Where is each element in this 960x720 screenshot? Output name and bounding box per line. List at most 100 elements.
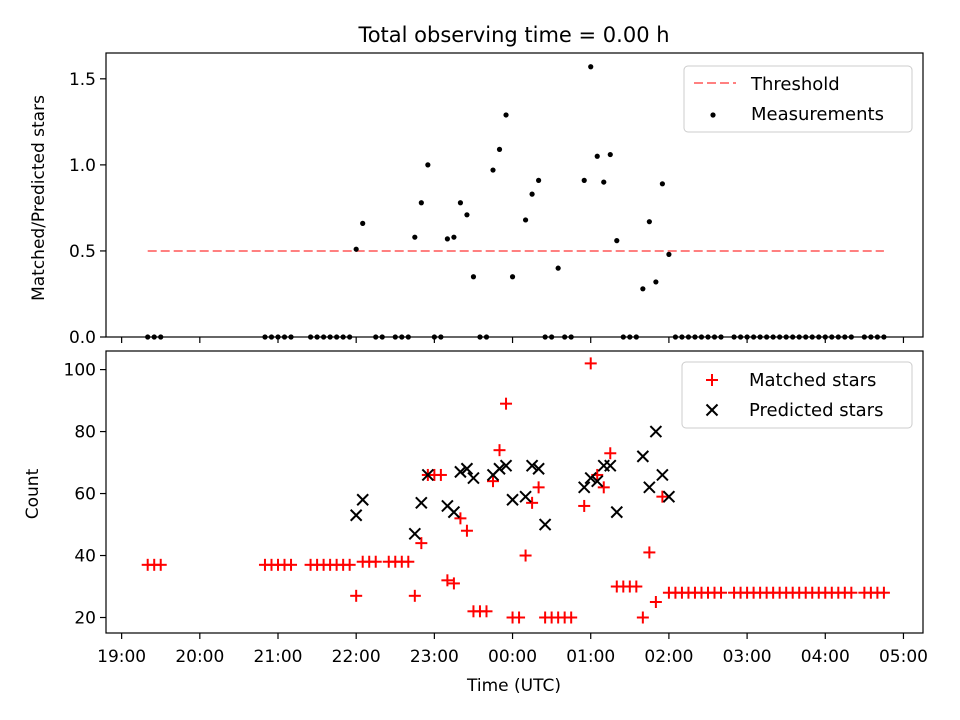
measurement-point (601, 179, 607, 185)
measurement-point (418, 200, 424, 206)
measurement-points (145, 64, 887, 340)
bottom-x-tick-label: 02:00 (644, 647, 693, 667)
bottom-y-tick-label: 80 (74, 423, 96, 443)
top-chart-title: Total observing time = 0.00 h (357, 23, 669, 47)
predicted-star-point (591, 474, 604, 488)
measurement-point (581, 177, 587, 183)
measurement-point (451, 234, 457, 240)
matched-star-points (141, 357, 890, 624)
predicted-star-point (643, 481, 656, 494)
measurement-point (536, 177, 542, 183)
predicted-star-point (460, 462, 474, 475)
predicted-star-points (349, 425, 676, 541)
predicted-star-point (578, 481, 591, 494)
bottom-x-tick-label: 23:00 (410, 647, 459, 667)
matched-star-point (493, 444, 506, 457)
matched-star-point (447, 577, 460, 590)
measurement-point (412, 234, 418, 240)
bottom-x-tick-label: 00:00 (488, 647, 537, 667)
bottom-x-tick-label: 21:00 (254, 647, 303, 667)
matched-star-point (154, 558, 167, 571)
bottom-x-axis-label: Time (UTC) (466, 676, 561, 696)
measurement-point (666, 251, 672, 257)
measurement-point (555, 265, 561, 271)
matched-star-point (649, 596, 662, 609)
predicted-star-point (454, 465, 467, 479)
predicted-star-point (525, 459, 539, 472)
predicted-star-point (649, 425, 663, 438)
measurement-point (607, 151, 613, 158)
measurement-point (353, 246, 359, 252)
measurement-point (360, 220, 366, 226)
predicted-star-point (415, 496, 428, 510)
measurement-point (640, 286, 646, 292)
matched-star-point (513, 611, 526, 624)
predicted-star-point (662, 490, 676, 503)
predicted-star-point (636, 450, 650, 463)
bottom-x-tick-label: 03:00 (723, 647, 772, 667)
matched-star-point (285, 558, 298, 571)
matched-star-point (408, 589, 421, 602)
measurement-point (425, 162, 431, 168)
top-y-axis-label: Matched/Predicted stars (29, 95, 49, 301)
measurement-point (503, 112, 509, 118)
bottom-y-tick-label: 20 (74, 609, 96, 629)
matched-star-point (487, 475, 499, 488)
matched-star-point (584, 357, 597, 370)
predicted-star-point (532, 462, 545, 475)
matched-star-point (656, 490, 669, 503)
matched-star-point (402, 555, 415, 568)
matched-star-point (578, 499, 591, 512)
top-legend: Threshold Measurements (683, 65, 913, 133)
bottom-y-ticks: 20 40 60 80 100 (64, 361, 106, 629)
measurement-point (529, 191, 535, 197)
matched-star-point (350, 589, 363, 602)
measurement-point (470, 274, 477, 280)
predicted-star-point (493, 462, 506, 475)
legend-predicted-label: Predicted stars (749, 400, 883, 421)
bottom-x-tick-label: 20:00 (175, 647, 224, 667)
bottom-x-ticks: 19:00 20:00 21:00 22:00 23:00 00:00 01:00 02:00… (97, 633, 928, 667)
matched-star-point (519, 549, 532, 562)
matched-star-point (500, 397, 513, 410)
matched-star-point (604, 447, 617, 460)
bottom-x-tick-label: 04:00 (801, 647, 850, 667)
measurement-point (490, 167, 496, 173)
predicted-star-point (421, 468, 435, 482)
bottom-y-axis-label: Count (23, 468, 43, 519)
measurement-point (444, 236, 450, 242)
legend-matched-swatch (706, 374, 718, 386)
predicted-star-point (499, 459, 513, 472)
predicted-star-point (604, 459, 617, 472)
legend-threshold-label: Threshold (750, 74, 840, 95)
top-plot-frame (105, 52, 924, 338)
bottom-plot-frame (105, 350, 924, 634)
predicted-star-point (538, 518, 552, 531)
predicted-star-point (467, 471, 480, 485)
predicted-star-point (584, 471, 597, 485)
matched-star-point (715, 586, 728, 599)
predicted-star-point (447, 505, 461, 519)
matched-star-point (441, 574, 454, 587)
matched-star-point (630, 580, 643, 593)
top-panel: Total observing time = 0.00 h Matched/Pr… (29, 23, 924, 348)
top-y-tick-label: 1.0 (69, 156, 96, 176)
bottom-y-tick-label: 100 (64, 361, 96, 381)
measurement-point (588, 64, 594, 70)
matched-star-point (636, 611, 649, 624)
measurement-point (509, 274, 516, 280)
bottom-legend: Matched stars Predicted stars (681, 361, 913, 429)
legend-matched-label: Matched stars (749, 370, 876, 391)
predicted-star-point (506, 493, 519, 506)
top-legend-box (683, 65, 913, 133)
measurement-point (614, 238, 620, 244)
measurement-point (496, 146, 503, 152)
predicted-star-point (349, 509, 363, 522)
predicted-star-point (610, 505, 623, 519)
matched-star-point (845, 586, 858, 599)
matched-star-point (369, 555, 382, 568)
measurement-point (457, 200, 464, 206)
predicted-star-point (656, 468, 669, 482)
top-y-tick-label: 0.5 (69, 242, 96, 262)
